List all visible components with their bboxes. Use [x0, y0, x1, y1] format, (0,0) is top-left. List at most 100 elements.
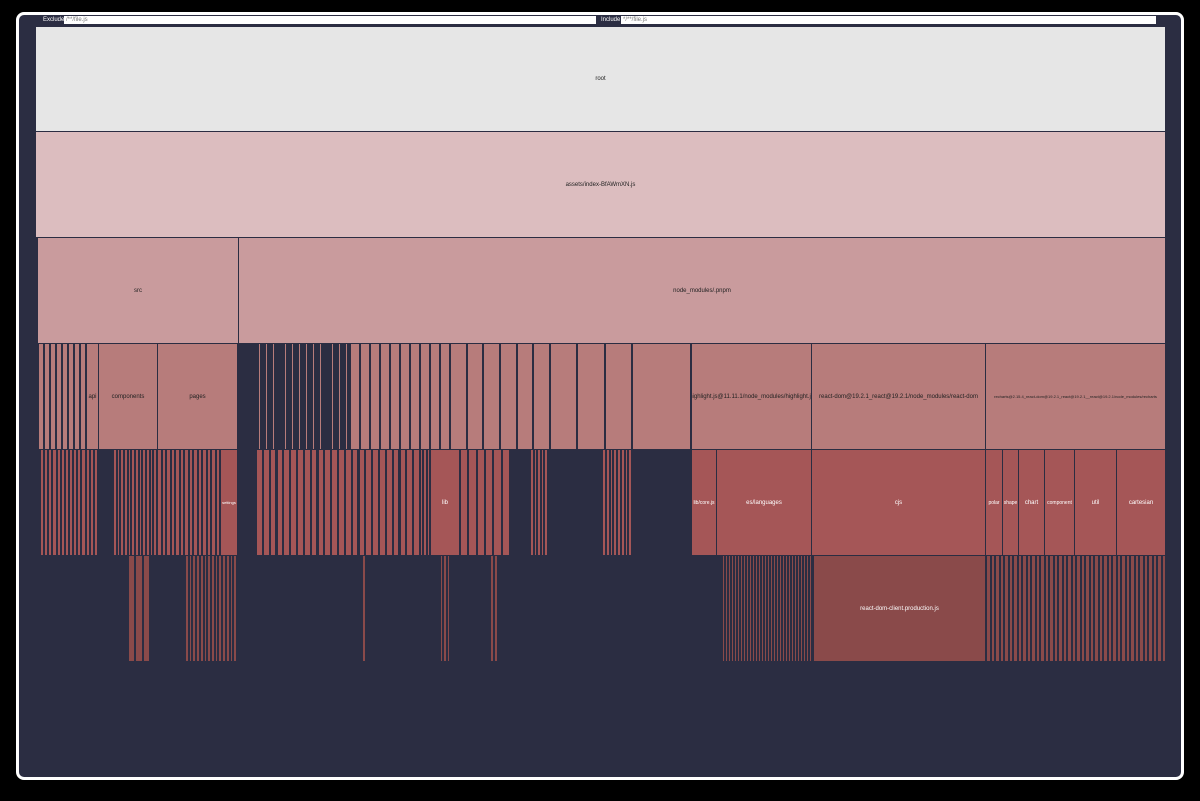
node-sliver[interactable] [620, 449, 625, 556]
node-sliver[interactable] [185, 555, 189, 662]
node[interactable]: recharts@2.15.4_react-dom@19.2.1_react@1… [985, 343, 1166, 450]
node-sliver[interactable] [199, 555, 204, 662]
node[interactable]: chart [1018, 449, 1045, 556]
node-sliver[interactable] [290, 449, 297, 556]
node-sliver[interactable] [262, 449, 270, 556]
node[interactable]: component [1044, 449, 1075, 556]
node-sliver[interactable] [351, 449, 359, 556]
node-sliver[interactable] [399, 449, 407, 556]
node-sliver[interactable] [540, 449, 545, 556]
include-input[interactable]: */**/file.js [621, 16, 1156, 24]
node-sliver[interactable] [276, 449, 284, 556]
node-sliver[interactable] [624, 449, 629, 556]
node-sliver[interactable] [490, 555, 494, 662]
node[interactable]: highlight.js@11.11.1/node_modules/highli… [691, 343, 812, 450]
node-sliver[interactable] [48, 449, 53, 556]
node-sliver[interactable] [142, 555, 150, 662]
node-sliver[interactable] [214, 555, 219, 662]
node-sliver[interactable] [385, 449, 393, 556]
node-sliver[interactable] [297, 449, 304, 556]
node-sliver[interactable] [809, 555, 812, 662]
node[interactable]: assets/index-BfAWmXN.js [35, 131, 1166, 238]
node-sliver[interactable] [192, 555, 197, 662]
node-sliver[interactable] [283, 449, 291, 556]
node-sliver[interactable] [344, 449, 352, 556]
node-sliver[interactable] [533, 449, 538, 556]
node-sliver[interactable] [483, 343, 500, 450]
node-sliver[interactable] [331, 449, 338, 556]
node-sliver[interactable] [604, 343, 632, 450]
node-sliver[interactable] [73, 449, 78, 556]
node-sliver[interactable] [77, 449, 82, 556]
node-sliver[interactable] [207, 555, 211, 662]
node-sliver[interactable] [413, 449, 420, 556]
node-sliver[interactable] [537, 449, 541, 556]
node[interactable]: lib/core.js [691, 449, 717, 556]
node-sliver[interactable] [500, 343, 517, 450]
node-sliver[interactable] [360, 343, 370, 450]
node[interactable]: lib [430, 449, 460, 556]
node-sliver[interactable] [468, 449, 477, 556]
node[interactable]: root [35, 26, 1166, 132]
node-sliver[interactable] [81, 449, 86, 556]
node-sliver[interactable] [1161, 555, 1166, 662]
node-sliver[interactable] [420, 343, 430, 450]
node-sliver[interactable] [406, 449, 414, 556]
node-sliver[interactable] [365, 449, 373, 556]
node[interactable]: polar [985, 449, 1003, 556]
node-sliver[interactable] [423, 449, 427, 556]
node-sliver[interactable] [390, 343, 400, 450]
node-sliver[interactable] [350, 343, 360, 450]
node[interactable]: cjs [811, 449, 986, 556]
node-sliver[interactable] [380, 343, 390, 450]
node-sliver[interactable] [602, 449, 606, 556]
node-sliver[interactable] [550, 343, 578, 450]
node-sliver[interactable] [410, 343, 420, 450]
node-sliver[interactable] [362, 555, 366, 662]
node[interactable]: node_modules/.pnpm [238, 237, 1166, 344]
node-sliver[interactable] [44, 449, 49, 556]
node-sliver[interactable] [269, 449, 277, 556]
node-sliver[interactable] [494, 555, 498, 662]
node-sliver[interactable] [303, 449, 311, 556]
node-sliver[interactable] [310, 449, 318, 556]
node-sliver[interactable] [440, 343, 450, 450]
node[interactable]: src [37, 237, 239, 344]
node-sliver[interactable] [188, 555, 193, 662]
node[interactable]: react-dom-client.production.js [813, 555, 986, 662]
node-sliver[interactable] [93, 449, 98, 556]
node[interactable]: util [1074, 449, 1117, 556]
node-sliver[interactable] [400, 343, 410, 450]
node-sliver[interactable] [485, 449, 494, 556]
node-sliver[interactable] [609, 449, 614, 556]
node-sliver[interactable] [128, 555, 136, 662]
node-sliver[interactable] [203, 555, 208, 662]
node-sliver[interactable] [617, 449, 621, 556]
node-sliver[interactable] [530, 449, 534, 556]
node-sliver[interactable] [450, 343, 467, 450]
node-sliver[interactable] [516, 343, 534, 450]
node-sliver[interactable] [426, 449, 430, 556]
node[interactable]: cartesian [1116, 449, 1166, 556]
node-sliver[interactable] [533, 343, 550, 450]
node-sliver[interactable] [466, 343, 484, 450]
exclude-input[interactable]: /**/file.js [64, 16, 596, 24]
node[interactable]: api [86, 343, 99, 450]
node-sliver[interactable] [64, 449, 69, 556]
node[interactable]: es/languages [716, 449, 812, 556]
node-sliver[interactable] [446, 555, 450, 662]
node-sliver[interactable] [392, 449, 400, 556]
node-sliver[interactable] [233, 555, 237, 662]
node-sliver[interactable] [372, 449, 379, 556]
node-sliver[interactable] [52, 449, 57, 556]
node-sliver[interactable] [493, 449, 502, 556]
node[interactable]: pages [157, 343, 238, 450]
node-sliver[interactable] [628, 449, 632, 556]
node[interactable]: react-dom@19.2.1_react@19.2.1/node_modul… [811, 343, 986, 450]
node-sliver[interactable] [605, 449, 610, 556]
node-sliver[interactable] [358, 449, 366, 556]
node-sliver[interactable] [460, 449, 469, 556]
node-sliver[interactable] [370, 343, 380, 450]
node-sliver[interactable] [324, 449, 332, 556]
node-sliver[interactable] [544, 449, 548, 556]
